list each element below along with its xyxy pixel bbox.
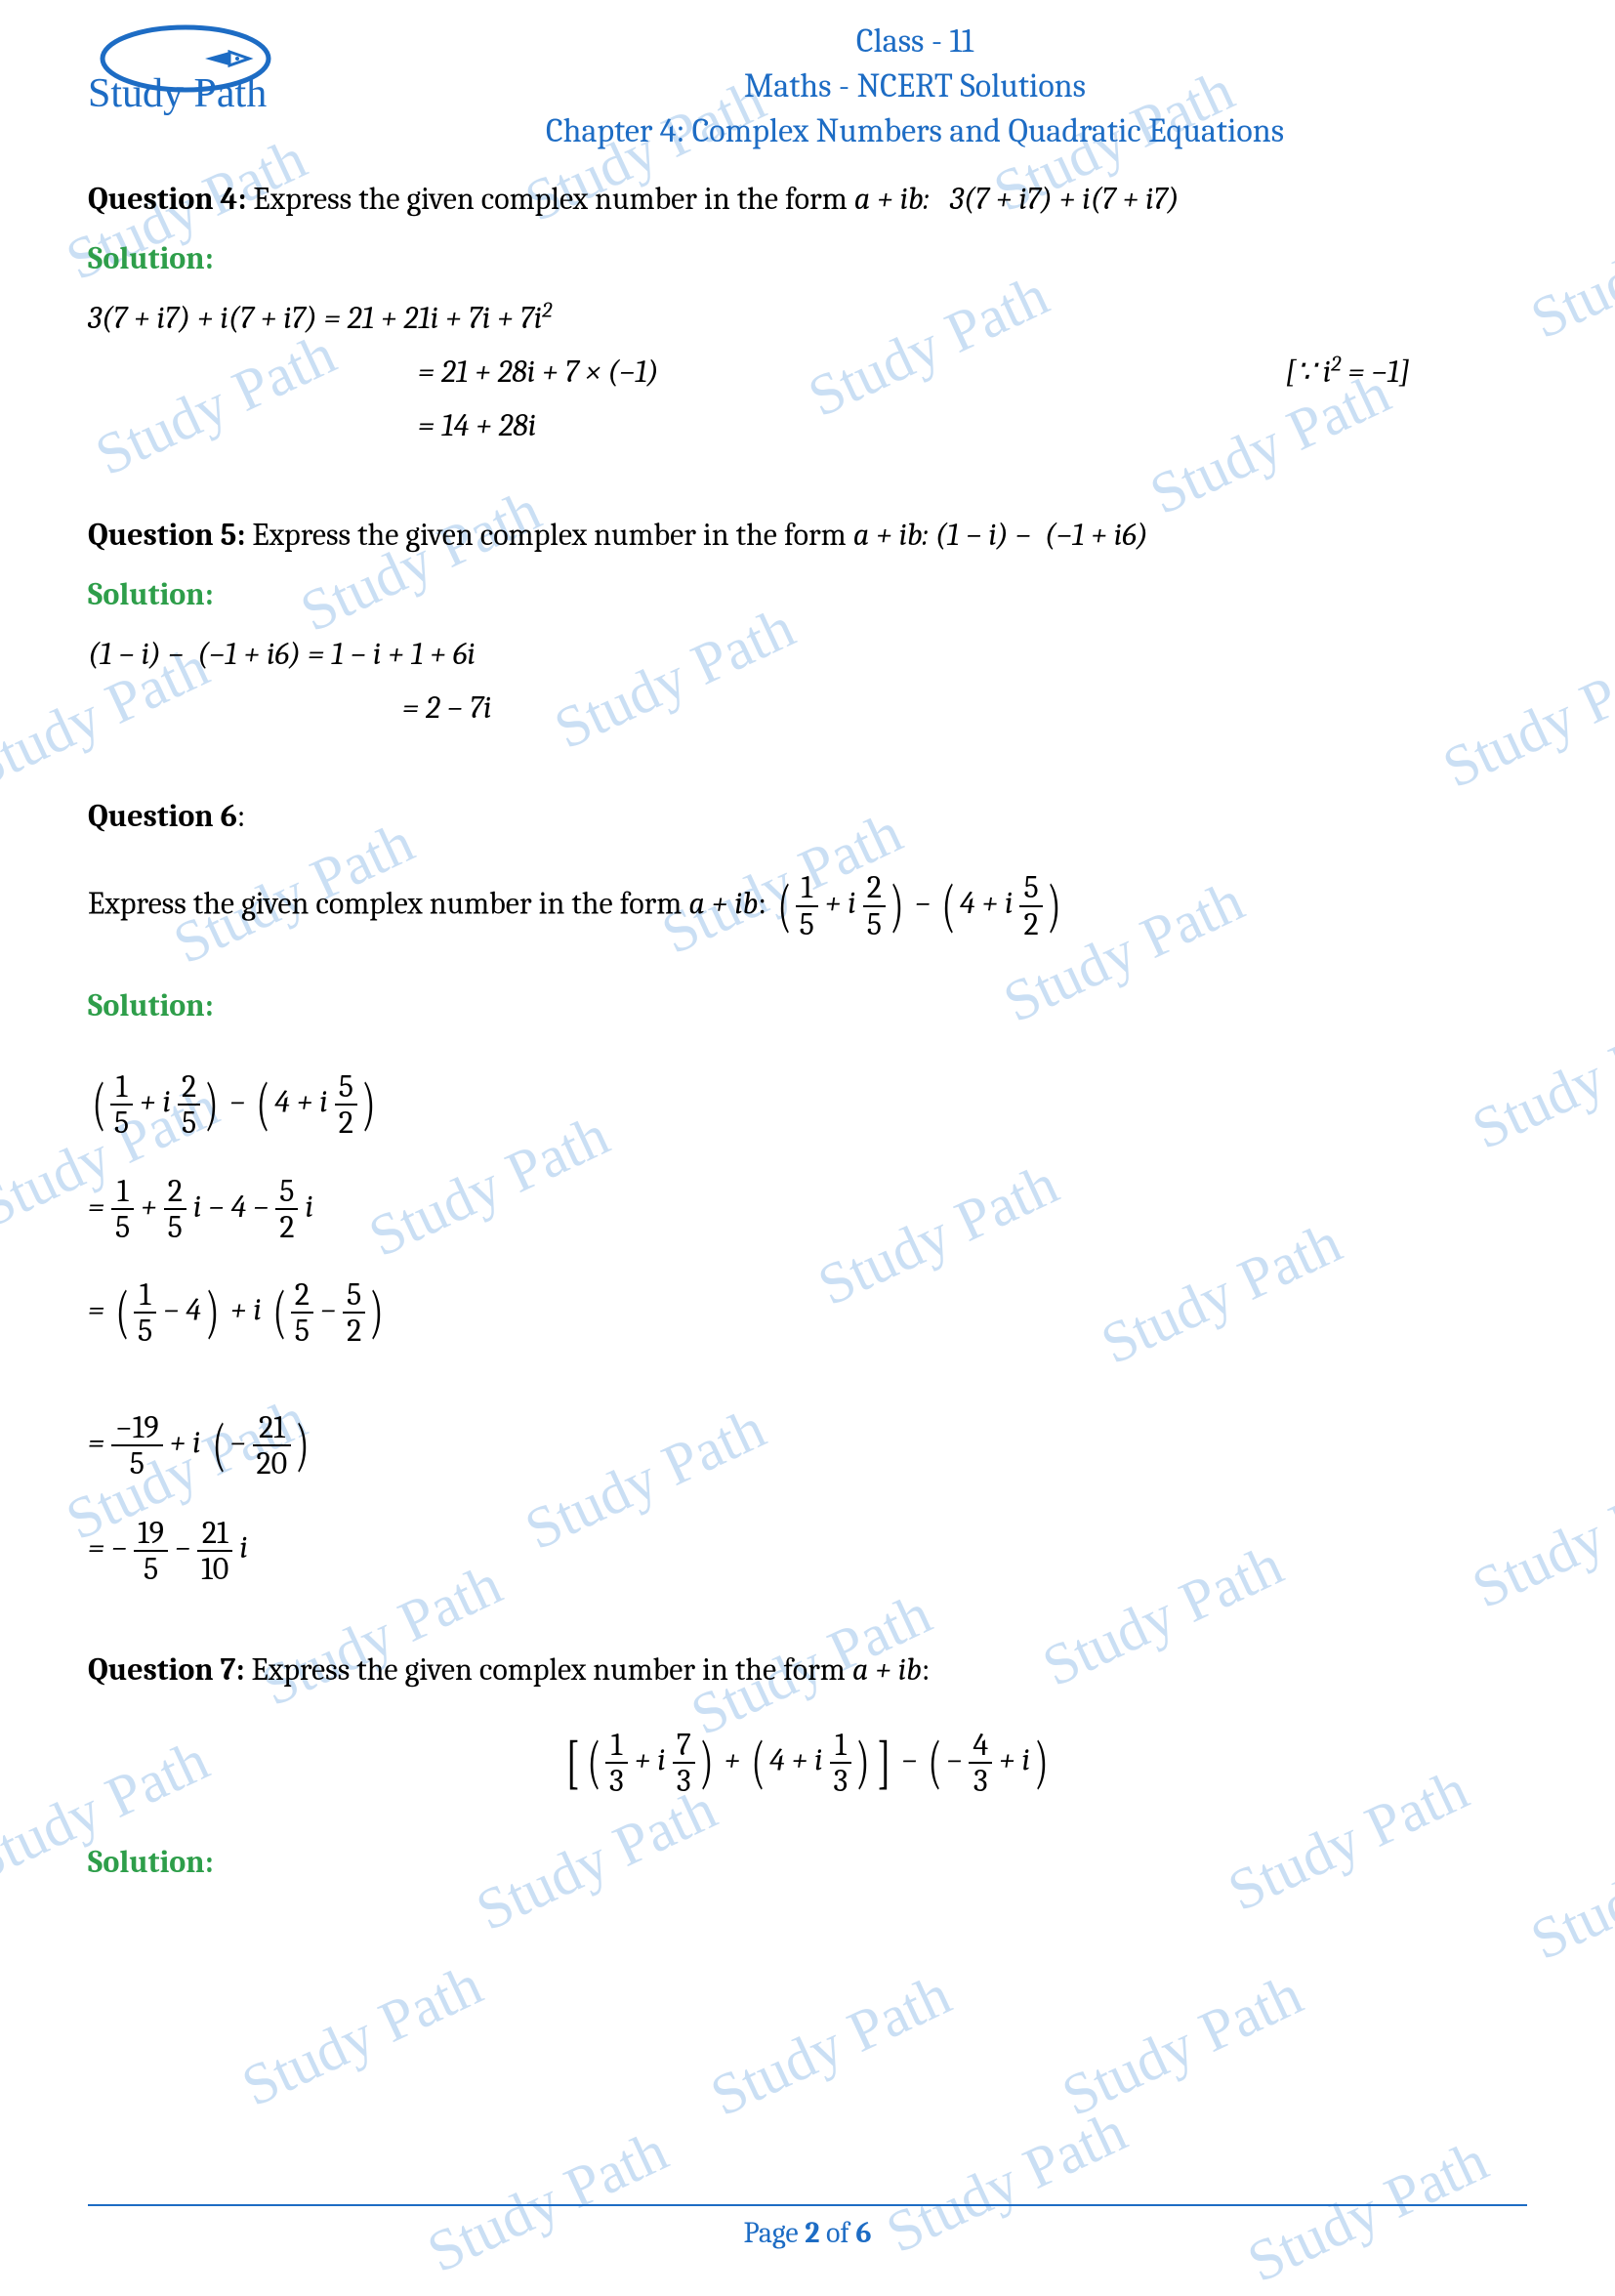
header: Study Path Class - 11 Maths - NCERT Solu… [88,20,1527,154]
logo-text: Study Path [88,70,267,117]
q7-text-b: : [922,1651,930,1688]
q6-text-a: Express the given complex number in the … [88,885,688,921]
q7-label: Question 7: [88,1651,244,1688]
q6-colon: : [237,798,245,834]
q7-expr: [(13 + i 73) + (4 + i 13)] − (− 43 + i) [88,1698,1527,1827]
q6-text-b: : [759,885,773,921]
footer-page-label: Page [743,2216,805,2250]
q4-line3: = 14 + 28i [88,400,1527,450]
q6-solution-label: Solution: [88,981,1527,1030]
q5-line2: = 2 − 7i [88,683,1527,732]
question-6: Question 6: Express the given complex nu… [88,791,1527,1586]
q4-line1: 3(7 + i7) + i(7 + i7) = 21 + 21i + 7i + … [88,293,1527,343]
q4-prompt: Question 4: Express the given complex nu… [88,174,1527,224]
q6-label: Question 6 [88,798,237,834]
content: Question 4: Express the given complex nu… [88,174,1527,1888]
q6-s2: = 15 + 25 i − 4 − 52 i [88,1173,1527,1245]
q5-solution-label: Solution: [88,569,1527,619]
header-chapter: Chapter 4: Complex Numbers and Quadratic… [303,109,1527,154]
header-title-block: Class - 11 Maths - NCERT Solutions Chapt… [303,20,1527,154]
footer-of: of [819,2216,855,2250]
q5-label: Question 5: [88,517,245,553]
q5-form: a + ib [853,517,923,553]
logo: Study Path [88,20,283,117]
q7-form: a + ib [852,1651,922,1688]
q5-text-a: Express the given complex number in the … [245,517,852,553]
footer-total: 6 [855,2216,871,2250]
q5-line1: (1 − i) − (−1 + i6) = 1 − i + 1 + 6i [88,629,1527,679]
q7-solution-label: Solution: [88,1837,1527,1887]
q4-solution-label: Solution: [88,233,1527,283]
page: Study Path Class - 11 Maths - NCERT Solu… [0,0,1615,2284]
q5-prompt: Question 5: Express the given complex nu… [88,510,1527,560]
q4-text-a: Express the given complex number in the … [246,181,853,217]
header-class: Class - 11 [303,20,1527,64]
q6-s4: = −195 + i (− 2120) [88,1381,1527,1510]
q4-note: [∵ i2 = −1] [1285,347,1410,397]
page-footer: Page 2 of 6 [88,2204,1527,2250]
question-5: Question 5: Express the given complex nu… [88,510,1527,733]
q4-form: a + ib [854,181,924,217]
q6-prompt: Express the given complex number in the … [88,842,1527,971]
question-4: Question 4: Express the given complex nu… [88,174,1527,451]
q6-s1: (15 + i 25) − (4 + i 52) [88,1040,1527,1169]
q4-label: Question 4: [88,181,246,217]
q4-line2: = 21 + 28i + 7 × (−1)[∵ i2 = −1] [88,347,1527,397]
question-7: Question 7: Express the given complex nu… [88,1645,1527,1887]
q6-s5: = − 195 − 2110 i [88,1514,1527,1586]
q5-expr: : (1 − i) − (−1 + i6) [923,517,1148,553]
q6-form: a + ib [688,885,758,921]
q7-prompt: Question 7: Express the given complex nu… [88,1645,1527,1694]
footer-page-num: 2 [805,2216,819,2250]
q6-s3: = (15 − 4) + i (25 − 52) [88,1248,1527,1377]
q7-text-a: Express the given complex number in the … [244,1651,851,1688]
q6-label-line: Question 6: [88,791,1527,841]
q6-expr: (15 + i 25) − (4 + i 52) [773,885,1065,921]
header-subject: Maths - NCERT Solutions [303,64,1527,109]
q4-expr: : 3(7 + i7) + i(7 + i7) [924,181,1180,217]
